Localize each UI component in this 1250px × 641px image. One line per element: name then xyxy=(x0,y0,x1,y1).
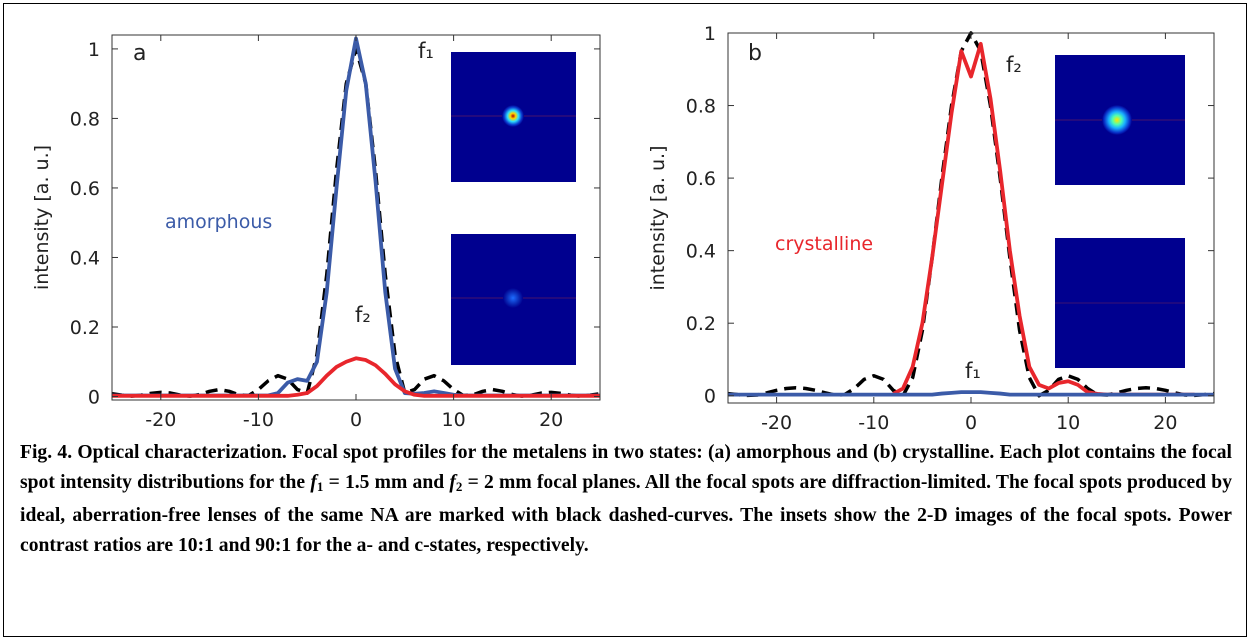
y-tick-label: 0.6 xyxy=(70,178,100,200)
x-tick-label: -10 xyxy=(243,409,274,430)
y-tick-label: 0.4 xyxy=(686,241,716,263)
x-tick-label: 20 xyxy=(1153,412,1177,430)
caption: Fig. 4. Optical characterization. Focal … xyxy=(20,438,1232,560)
series-label: f₂ xyxy=(1006,53,1022,77)
series-line xyxy=(728,392,1214,395)
x-tick-label: -20 xyxy=(761,412,792,430)
caption-text: = 1.5 mm and xyxy=(323,472,449,493)
y-tick-label: 0.2 xyxy=(686,313,716,335)
x-tick-label: -20 xyxy=(145,409,176,430)
state-label: amorphous xyxy=(165,211,272,233)
inset-a-bottom xyxy=(451,234,576,365)
y-tick-label: 0 xyxy=(704,386,716,408)
y-axis-label: intensity [a. u.] xyxy=(647,145,669,290)
x-tick-label: 0 xyxy=(350,409,362,430)
y-tick-label: 1 xyxy=(704,23,716,45)
y-tick-label: 0.8 xyxy=(70,108,100,130)
y-tick-label: 0 xyxy=(88,387,100,409)
x-tick-label: -10 xyxy=(858,412,889,430)
y-tick-label: 0.8 xyxy=(686,96,716,118)
x-tick-label: 0 xyxy=(965,412,977,430)
y-tick-label: 0.2 xyxy=(70,317,100,339)
y-tick-label: 0.4 xyxy=(70,247,100,269)
inset-b-bottom xyxy=(1055,238,1185,368)
x-tick-label: 10 xyxy=(1056,412,1080,430)
y-tick-label: 0.6 xyxy=(686,168,716,190)
panel-label: b xyxy=(748,41,762,66)
inset-b-top xyxy=(1055,55,1185,185)
x-tick-label: 20 xyxy=(539,409,563,430)
series-label: f₁ xyxy=(965,359,981,383)
series-label: f₂ xyxy=(355,303,371,327)
x-tick-label: 10 xyxy=(442,409,466,430)
state-label: crystalline xyxy=(775,233,873,255)
y-axis-label: intensity [a. u.] xyxy=(31,145,53,290)
y-tick-label: 1 xyxy=(88,39,100,61)
panel-label: a xyxy=(133,41,146,66)
inset-a-top xyxy=(451,52,576,182)
series-label: f₁ xyxy=(418,39,434,63)
page: -20-100102000.20.40.60.81x [µm]intensity… xyxy=(0,0,1250,641)
